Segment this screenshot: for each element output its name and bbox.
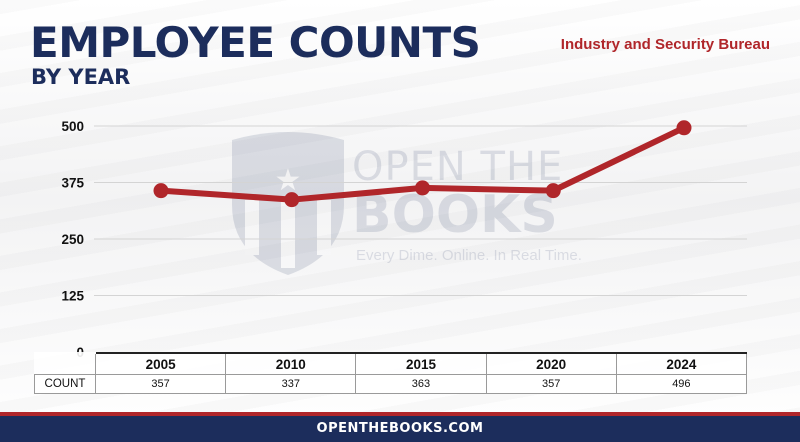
table-row-counts: COUNT 357 337 363 357 496 xyxy=(34,374,748,394)
footer-accent-line xyxy=(0,412,800,416)
x-tick-label: 2010 xyxy=(225,352,357,375)
data-point xyxy=(153,183,169,199)
y-tick-label: 125 xyxy=(61,289,84,304)
watermark-line1: OPEN THE xyxy=(352,144,563,190)
chart-title: EMPLOYEE COUNTS xyxy=(30,18,481,67)
data-points xyxy=(153,120,692,208)
table-count-cell: 496 xyxy=(615,374,748,394)
data-point xyxy=(284,192,300,208)
watermark-star-icon: ★ xyxy=(275,163,302,198)
x-tick-label: 2020 xyxy=(485,352,617,375)
table-row-years: 2005 2010 2015 2020 2024 xyxy=(34,352,748,375)
data-point xyxy=(676,120,692,136)
data-point xyxy=(415,180,430,196)
y-tick-label: 250 xyxy=(61,232,84,247)
x-tick-label: 2024 xyxy=(615,352,748,375)
chart-subtitle: BY YEAR xyxy=(31,65,131,89)
y-tick-label: 375 xyxy=(61,176,84,191)
watermark-shield-stripe xyxy=(245,200,259,255)
y-tick-label: 500 xyxy=(61,119,84,134)
table-count-cell: 357 xyxy=(485,374,617,394)
watermark-tagline: Every Dime. Online. In Real Time. xyxy=(356,247,582,264)
x-tick-label: 2005 xyxy=(94,352,227,375)
table-corner-cell xyxy=(34,353,96,375)
watermark-shield-stripe xyxy=(317,200,331,255)
data-point xyxy=(545,183,561,199)
footer-banner: OPENTHEBOOKS.COM xyxy=(0,416,800,442)
y-axis: 0125250375500 xyxy=(61,119,84,360)
watermark-shield-stripe xyxy=(281,200,295,268)
watermark-logo: ★ OPEN THE BOOKS Every Dime. Online. In … xyxy=(232,132,582,275)
line-chart: ★ OPEN THE BOOKS Every Dime. Online. In … xyxy=(61,119,747,360)
table-count-cell: 363 xyxy=(355,374,487,394)
x-tick-label: 2015 xyxy=(355,352,487,375)
table-count-cell: 357 xyxy=(94,374,227,394)
table-count-cell: 337 xyxy=(225,374,357,394)
data-table: 2005 2010 2015 2020 2024 COUNT 357 337 3… xyxy=(34,352,748,394)
agency-name: Industry and Security Bureau xyxy=(560,36,770,53)
table-row-label: COUNT xyxy=(34,374,96,394)
watermark-line2: BOOKS xyxy=(352,185,558,245)
